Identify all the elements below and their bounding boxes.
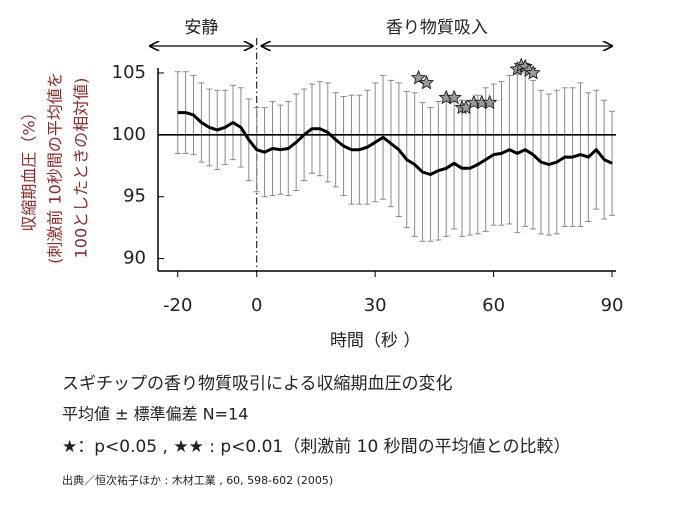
- y-tick-label: 105: [112, 62, 146, 83]
- x-tick-label: 90: [601, 295, 624, 316]
- caption: スギチップの香り物質吸引による収縮期血圧の変化: [62, 374, 453, 394]
- y-axis-label: (刺激前 10秒間の平均値を: [46, 72, 65, 264]
- x-tick-label: 30: [364, 295, 387, 316]
- period-label: 香り物質吸入: [386, 18, 488, 38]
- x-tick-label: 60: [482, 295, 505, 316]
- significance-star: [446, 89, 462, 105]
- y-tick-label: 100: [112, 124, 146, 145]
- significance-star: [525, 64, 541, 80]
- significance-star: [481, 94, 498, 110]
- y-tick-label: 95: [123, 186, 146, 207]
- x-tick-label: -20: [163, 295, 192, 316]
- x-tick-label: 0: [251, 295, 262, 316]
- period-label: 安静: [184, 18, 218, 38]
- caption: ★：p<0.05 , ★★ : p<0.01（刺激前 10 秒間の平均値との比較…: [62, 437, 571, 457]
- x-axis-label: 時間（秒 ）: [330, 331, 420, 351]
- y-tick-label: 90: [123, 248, 146, 269]
- caption: 平均値 ± 標準偏差 N=14: [62, 405, 248, 424]
- caption: 出典／恒次祐子ほか : 木材工業 , 60, 598-602 (2005): [62, 473, 333, 487]
- y-axis-label: 収縮期血圧（%）: [20, 104, 39, 231]
- significance-star: [418, 74, 435, 90]
- mean-line: [177, 111, 613, 176]
- y-axis-label: 100としたときの相対値): [72, 78, 91, 259]
